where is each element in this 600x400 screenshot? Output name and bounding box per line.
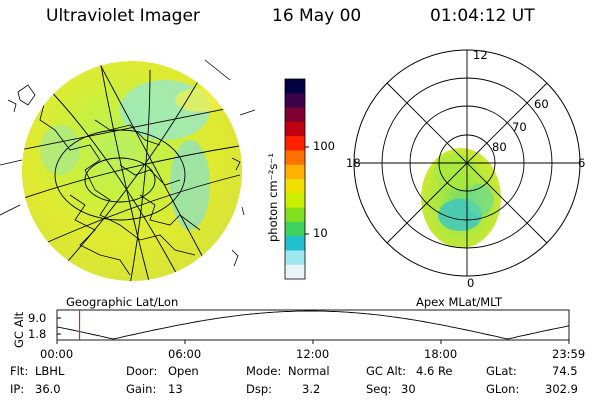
timeline-xtick: 12:00 xyxy=(296,347,330,361)
geographic-image xyxy=(0,59,256,281)
mlt-label-0: 0 xyxy=(467,276,475,290)
colorbar-band xyxy=(285,193,305,209)
footer-gain-value: 13 xyxy=(168,382,183,396)
timeline-xtick: 06:00 xyxy=(168,347,202,361)
footer-gcalt-key: GC Alt: xyxy=(366,364,407,378)
colorbar-band xyxy=(285,79,305,94)
yellow-region xyxy=(175,88,225,112)
colorbar-unit-label: photon cm⁻²s⁻¹ xyxy=(266,153,280,242)
timeline-ytick-low: 1.8 xyxy=(28,327,47,341)
right-panel-caption: Apex MLat/MLT xyxy=(416,295,503,309)
mlt-label-6: 6 xyxy=(578,156,586,170)
left-panel-caption: Geographic Lat/Lon xyxy=(66,295,179,309)
colorbar-band xyxy=(285,221,305,237)
timeline-frame xyxy=(56,309,570,341)
colorbar-band xyxy=(285,250,305,266)
date-label: 16 May 00 xyxy=(272,6,362,26)
colorbar-frame xyxy=(284,78,306,280)
mlt-label-18: 18 xyxy=(346,156,361,170)
footer-door-value: Open xyxy=(168,364,199,378)
colorbar-band xyxy=(285,264,305,280)
footer-gain-key: Gain: xyxy=(126,382,157,396)
colorbar-band xyxy=(285,164,305,180)
altitude-timeline xyxy=(56,309,570,344)
mlat-label-60: 60 xyxy=(534,97,549,111)
timeline-ylabel: GC Alt xyxy=(12,311,26,348)
footer-glat-value: 74.5 xyxy=(552,364,578,378)
footer-ip-key: IP: xyxy=(10,382,25,396)
timeline-xtick: 00:00 xyxy=(40,347,74,361)
footer-flt-value: LBHL xyxy=(35,364,65,378)
footer-glon-key: GLon: xyxy=(486,382,520,396)
footer-seq-key: Seq: xyxy=(366,382,392,396)
cyan-region xyxy=(170,140,210,230)
footer-dsp-key: Dsp: xyxy=(246,382,273,396)
mlat-label-70: 70 xyxy=(512,120,527,134)
colorbar-band xyxy=(285,179,305,194)
timeline-ytick-high: 9.0 xyxy=(28,311,47,325)
colorbar-label-100: 100 xyxy=(313,139,335,153)
colorbar-band xyxy=(285,121,305,137)
footer-glat-key: GLat: xyxy=(486,364,517,378)
footer-ip-value: 36.0 xyxy=(35,382,61,396)
colorbar-label-10: 10 xyxy=(313,226,328,240)
time-label: 01:04:12 UT xyxy=(430,6,535,26)
timeline-xtick: 23:59 xyxy=(552,347,586,361)
footer-seq-value: 30 xyxy=(401,382,416,396)
instrument-title: Ultraviolet Imager xyxy=(46,6,200,26)
cyan-region xyxy=(40,125,80,175)
altitude-curve xyxy=(56,310,570,340)
footer-dsp-value: 3.2 xyxy=(302,382,321,396)
footer-door-key: Door: xyxy=(126,364,158,378)
colorbar-band xyxy=(285,136,305,151)
colorbar-band xyxy=(285,107,305,123)
colorbar xyxy=(285,79,305,280)
colorbar-band xyxy=(285,236,305,251)
mlt-label-12: 12 xyxy=(473,48,488,62)
polar-plot xyxy=(353,49,581,277)
footer-glon-value: 302.9 xyxy=(545,382,578,396)
colorbar-band xyxy=(285,93,305,109)
colorbar-band xyxy=(285,150,305,166)
mlat-label-80: 80 xyxy=(492,140,507,154)
cyan-patch xyxy=(466,184,494,216)
colorbar-band xyxy=(285,207,305,223)
timeline-xtick: 18:00 xyxy=(424,347,458,361)
footer-mode-value: Normal xyxy=(288,364,330,378)
footer-flt-key: Flt: xyxy=(10,364,29,378)
footer-mode-key: Mode: xyxy=(246,364,282,378)
footer-gcalt-value: 4.6 Re xyxy=(416,364,453,378)
